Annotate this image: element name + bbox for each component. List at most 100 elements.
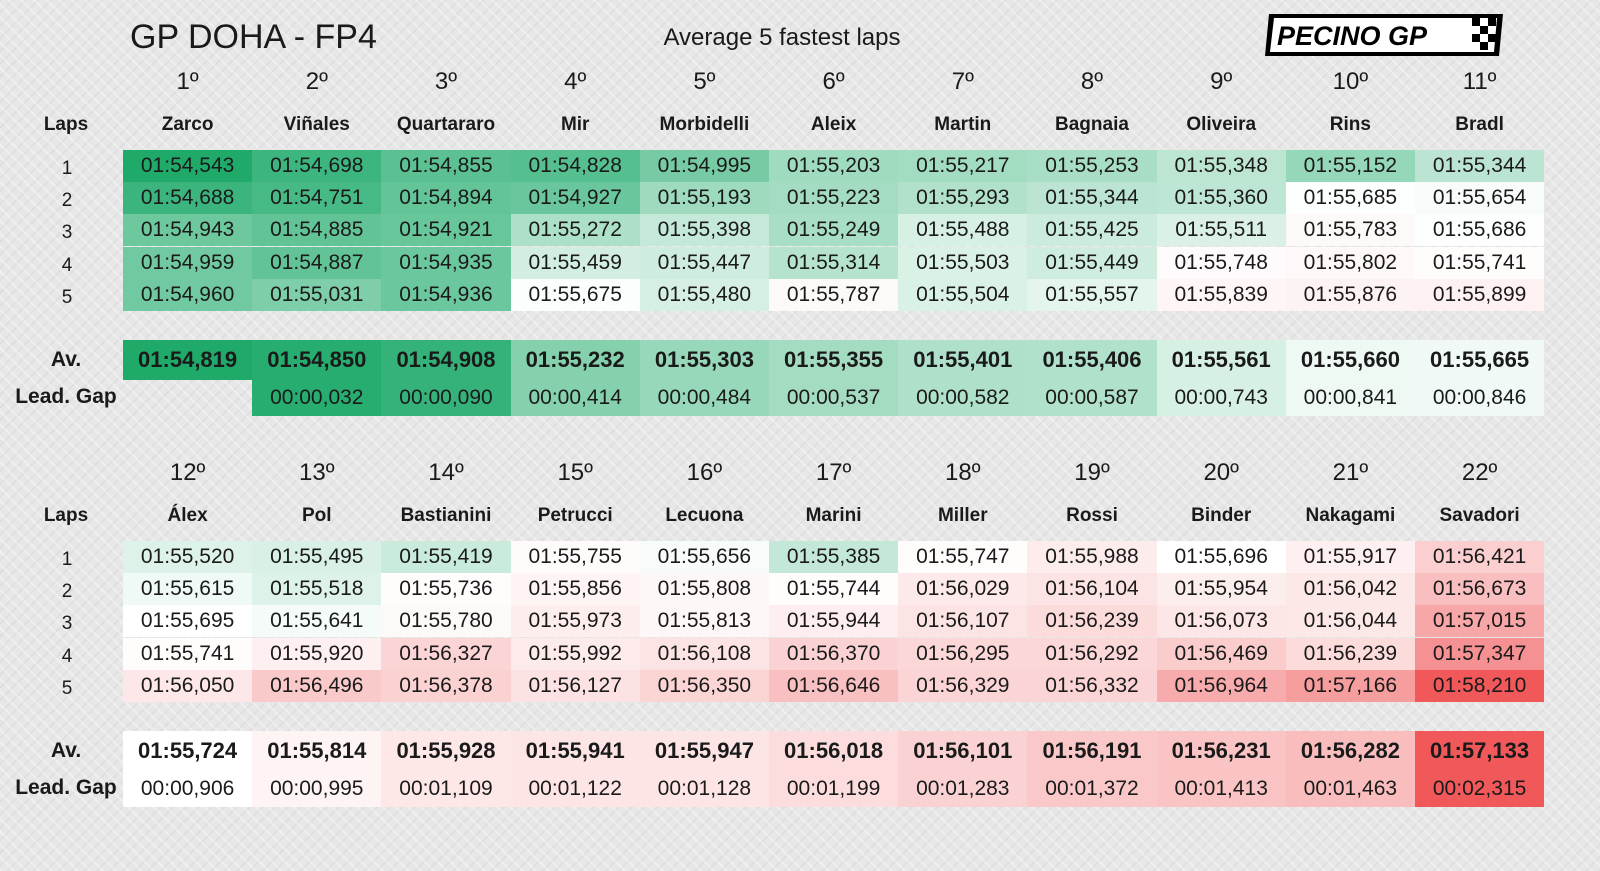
lap-time-cell: 01:55,293	[898, 182, 1028, 215]
lap-time-cell: 01:55,813	[639, 605, 769, 638]
lap-time-cell: 01:57,015	[1415, 605, 1545, 638]
lap-time-cell: 01:55,249	[769, 214, 899, 247]
lap-time-cell: 01:56,673	[1415, 573, 1545, 606]
lap-time-cell: 01:56,108	[639, 637, 769, 670]
lead-gap-label: Lead. Gap	[15, 385, 117, 408]
average-time-cell: 01:55,401	[898, 340, 1028, 380]
rider-name: Pol	[302, 505, 332, 526]
lap-time-cell: 01:55,520	[123, 541, 253, 573]
average-time-cell: 01:56,231	[1156, 731, 1286, 771]
lap-time-cell: 01:55,152	[1285, 150, 1415, 182]
rider-name: Savadori	[1439, 505, 1520, 526]
lap-time-cell: 01:54,543	[123, 150, 253, 182]
lead-gap-cell: 00:02,315	[1415, 771, 1545, 807]
average-time-cell: 01:55,928	[381, 731, 511, 771]
rider-name: Álex	[167, 505, 208, 526]
lap-time-cell: 01:55,031	[252, 278, 382, 311]
lap-time-cell: 01:54,936	[381, 278, 511, 311]
lap-time-cell: 01:55,802	[1285, 246, 1415, 279]
lap-time-cell: 01:55,808	[639, 573, 769, 606]
lap-number: 2	[61, 190, 73, 212]
lap-time-cell: 01:56,327	[381, 637, 511, 670]
lap-time-cell: 01:55,344	[1415, 150, 1545, 182]
lap-time-cell: 01:55,783	[1285, 214, 1415, 247]
rider-name: Lecuona	[665, 505, 744, 526]
lap-time-cell: 01:55,504	[898, 278, 1028, 311]
lead-gap-cell: 00:00,906	[123, 771, 253, 807]
lap-number: 4	[61, 645, 73, 667]
lap-number: 5	[61, 677, 73, 699]
lap-time-cell: 01:55,272	[510, 214, 640, 247]
average-label: Av.	[50, 739, 82, 762]
lap-time-cell: 01:55,695	[123, 605, 253, 638]
position-label: 18º	[945, 459, 981, 486]
lap-time-cell: 01:55,780	[381, 605, 511, 638]
lap-time-cell: 01:55,920	[252, 637, 382, 670]
rider-name: Petrucci	[537, 505, 613, 526]
lap-time-cell: 01:55,223	[769, 182, 899, 215]
lap-time-cell: 01:55,511	[1156, 214, 1286, 247]
lead-gap-cell: 00:00,841	[1285, 380, 1415, 416]
lap-time-cell: 01:56,496	[252, 669, 382, 702]
lap-time-cell: 01:55,992	[510, 637, 640, 670]
lead-gap-cell: 00:00,995	[252, 771, 382, 807]
lap-time-cell: 01:55,944	[769, 605, 899, 638]
position-label: 2º	[305, 68, 328, 95]
lap-time-cell: 01:54,959	[123, 246, 253, 279]
rider-name: Mir	[560, 114, 590, 135]
rider-name: Bastianini	[400, 505, 492, 526]
average-time-cell: 01:57,133	[1415, 731, 1545, 771]
rider-name: Aleix	[810, 114, 857, 135]
lead-gap-cell: 00:00,090	[381, 380, 511, 416]
average-time-cell: 01:55,561	[1156, 340, 1286, 380]
lead-gap-cell: 00:00,743	[1156, 380, 1286, 416]
lead-gap-cell: 00:01,128	[639, 771, 769, 807]
lap-time-cell: 01:55,217	[898, 150, 1028, 182]
lap-time-cell: 01:56,292	[1027, 637, 1157, 670]
average-time-cell: 01:56,191	[1027, 731, 1157, 771]
lead-gap-cell: 00:00,484	[639, 380, 769, 416]
lap-time-cell: 01:55,459	[510, 246, 640, 279]
lead-gap-cell: 00:00,414	[510, 380, 640, 416]
rider-name: Viñales	[283, 114, 350, 135]
lap-number: 3	[61, 222, 73, 244]
page-title: GP DOHA - FP4	[130, 18, 377, 56]
lap-time-cell: 01:56,042	[1285, 573, 1415, 606]
lap-number: 1	[61, 158, 73, 179]
lead-gap-cell: 00:01,372	[1027, 771, 1157, 807]
lap-time-cell: 01:56,329	[898, 669, 1028, 702]
position-label: 7º	[951, 68, 974, 95]
lap-time-cell: 01:56,370	[769, 637, 899, 670]
rider-name: Rins	[1329, 114, 1371, 135]
rider-name: Bradl	[1455, 114, 1504, 135]
lap-time-cell: 01:55,787	[769, 278, 899, 311]
lap-time-cell: 01:56,104	[1027, 573, 1157, 606]
average-time-cell: 01:55,303	[639, 340, 769, 380]
lap-time-cell: 01:55,741	[1415, 246, 1545, 279]
lap-time-cell: 01:55,419	[381, 541, 511, 573]
lap-number: 3	[61, 613, 73, 635]
lap-time-cell: 01:54,751	[252, 182, 382, 215]
lap-time-cell: 01:56,029	[898, 573, 1028, 606]
lap-number: 2	[61, 581, 73, 603]
lap-time-cell: 01:56,964	[1156, 669, 1286, 702]
lap-time-cell: 01:54,935	[381, 246, 511, 279]
lap-time-cell: 01:57,166	[1285, 669, 1415, 702]
lap-time-cell: 01:55,755	[510, 541, 640, 573]
rider-name: Bagnaia	[1055, 114, 1129, 135]
lap-time-cell: 01:54,921	[381, 214, 511, 247]
average-time-cell: 01:55,665	[1415, 340, 1545, 380]
position-label: 1º	[176, 68, 199, 95]
position-label: 5º	[693, 68, 716, 95]
lap-time-cell: 01:55,744	[769, 573, 899, 606]
lap-time-cell: 01:56,073	[1156, 605, 1286, 638]
lap-time-cell: 01:55,747	[898, 541, 1028, 573]
lap-number: 4	[61, 254, 73, 276]
lead-gap-cell: 00:01,413	[1156, 771, 1286, 807]
average-time-cell: 01:56,018	[769, 731, 899, 771]
lap-time-cell: 01:54,927	[510, 182, 640, 215]
lead-gap-cell: 00:00,587	[1027, 380, 1157, 416]
laps-header: Laps	[43, 505, 89, 526]
lap-time-cell: 01:54,885	[252, 214, 382, 247]
lap-time-cell: 01:55,344	[1027, 182, 1157, 215]
